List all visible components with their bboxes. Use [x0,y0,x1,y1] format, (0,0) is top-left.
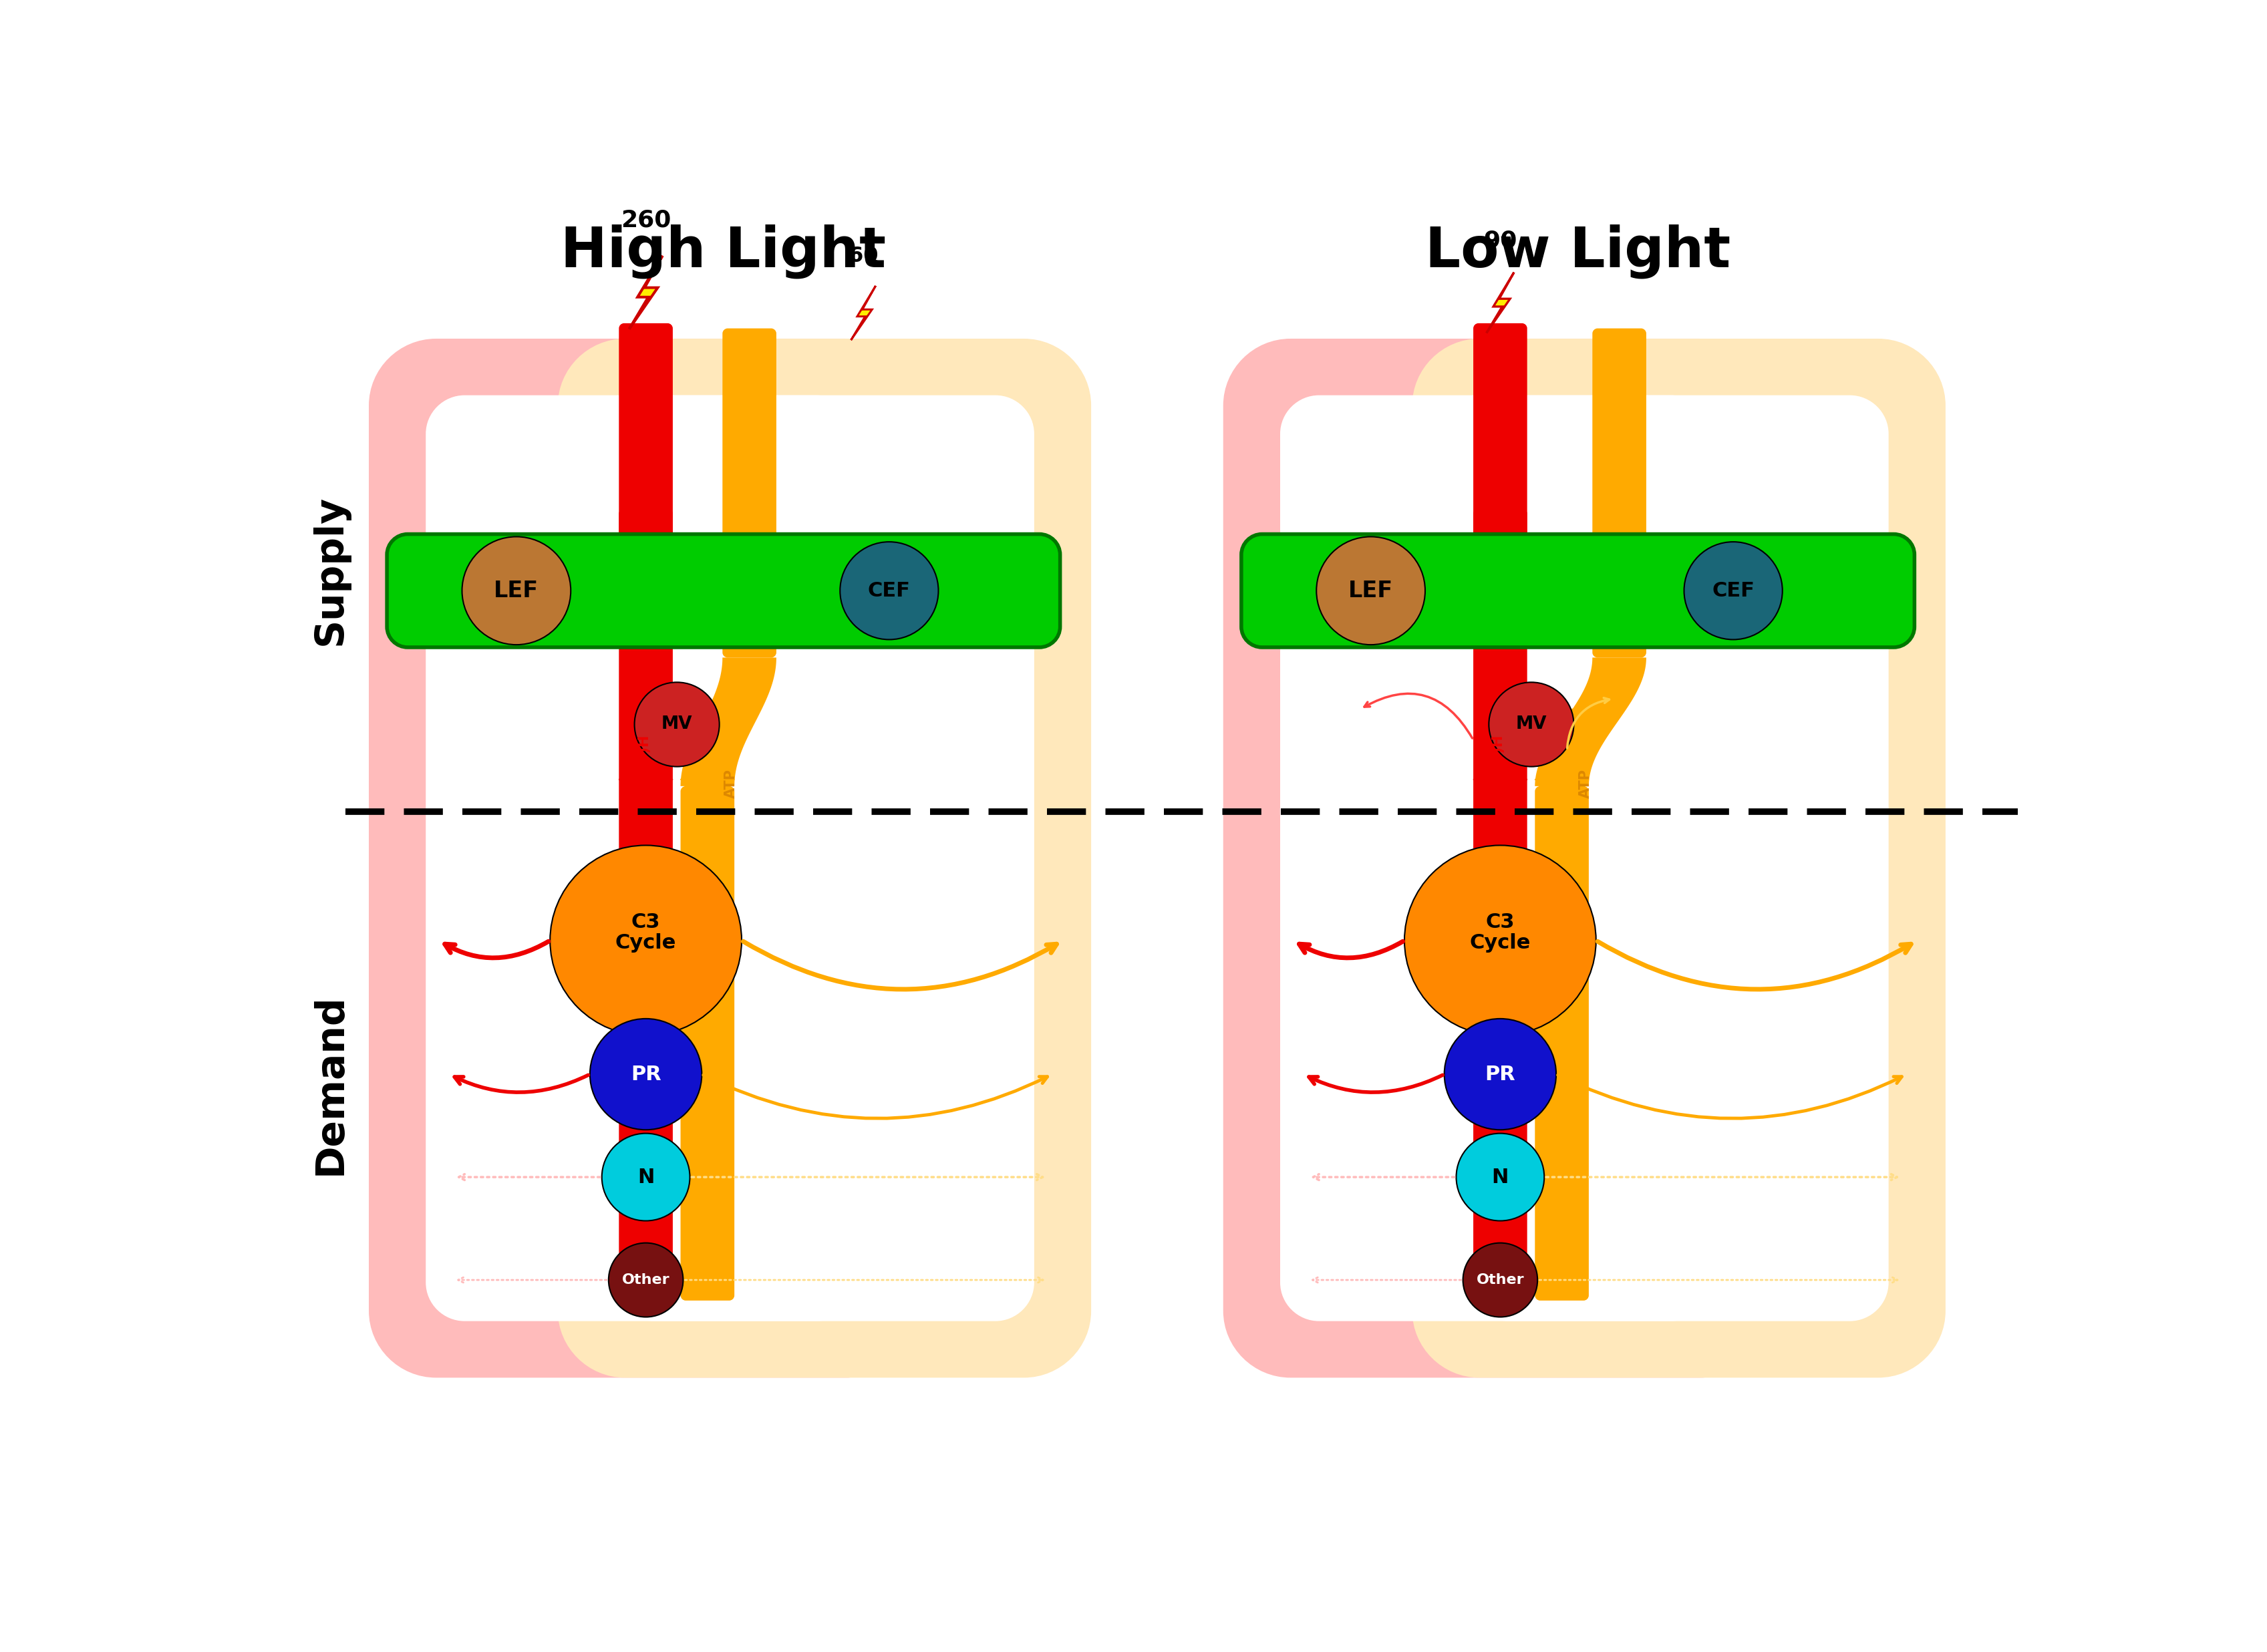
Text: High Light: High Light [560,225,886,279]
PathPatch shape [1412,339,1945,1378]
PathPatch shape [1474,509,1528,1300]
Bar [630,709,662,780]
Polygon shape [680,780,735,818]
PathPatch shape [1242,534,1913,648]
Text: CEF: CEF [1712,582,1755,600]
PathPatch shape [723,329,775,657]
PathPatch shape [558,339,1090,1378]
PathPatch shape [619,509,673,1300]
Circle shape [1684,542,1782,639]
Circle shape [1406,846,1596,1036]
Text: NAD(P)H: NAD(P)H [637,733,651,803]
Circle shape [1444,1019,1555,1130]
Text: 260: 260 [621,210,671,231]
PathPatch shape [1591,329,1646,657]
Text: MV: MV [1517,715,1546,733]
Text: Supply: Supply [311,496,349,646]
Polygon shape [1535,780,1589,818]
Circle shape [1455,1133,1544,1221]
PathPatch shape [619,324,673,545]
Text: N: N [1492,1168,1510,1186]
PathPatch shape [630,256,662,329]
Circle shape [608,1242,682,1317]
Text: N: N [637,1168,655,1186]
Text: PR: PR [1485,1064,1517,1084]
PathPatch shape [426,395,855,1322]
PathPatch shape [370,339,914,1378]
Text: PR: PR [630,1064,662,1084]
Circle shape [601,1133,689,1221]
Circle shape [462,537,571,644]
PathPatch shape [680,657,775,786]
Text: C3
Cycle: C3 Cycle [1469,912,1530,953]
Text: Demand: Demand [311,995,349,1175]
Text: LEF: LEF [1349,580,1394,601]
Text: Other: Other [621,1274,669,1287]
Bar [691,709,723,780]
Polygon shape [1474,780,1528,818]
Text: LEF: LEF [494,580,540,601]
Text: CEF: CEF [868,582,911,600]
PathPatch shape [680,786,735,1300]
Text: ATP: ATP [1578,768,1591,798]
PathPatch shape [614,395,1034,1322]
Circle shape [551,846,741,1036]
PathPatch shape [1535,657,1646,786]
Polygon shape [619,780,673,818]
Text: 60: 60 [848,246,877,266]
Text: MV: MV [662,715,691,733]
Text: Other: Other [1476,1274,1523,1287]
Text: C3
Cycle: C3 Cycle [614,912,676,953]
PathPatch shape [1474,324,1528,545]
PathPatch shape [388,534,1061,648]
Circle shape [635,682,719,767]
Circle shape [841,542,939,639]
Text: ATP: ATP [723,768,737,798]
PathPatch shape [1281,395,1709,1322]
PathPatch shape [1469,395,1888,1322]
Text: 90: 90 [1483,230,1517,253]
Circle shape [1489,682,1573,767]
PathPatch shape [1224,339,1766,1378]
PathPatch shape [1535,786,1589,1300]
Bar [1485,709,1517,780]
Bar [1546,709,1578,780]
PathPatch shape [850,286,875,340]
Circle shape [1462,1242,1537,1317]
Text: NAD(P)H: NAD(P)H [1492,733,1505,803]
Circle shape [589,1019,703,1130]
Text: Low Light: Low Light [1426,225,1730,279]
PathPatch shape [1487,273,1514,334]
Circle shape [1317,537,1426,644]
